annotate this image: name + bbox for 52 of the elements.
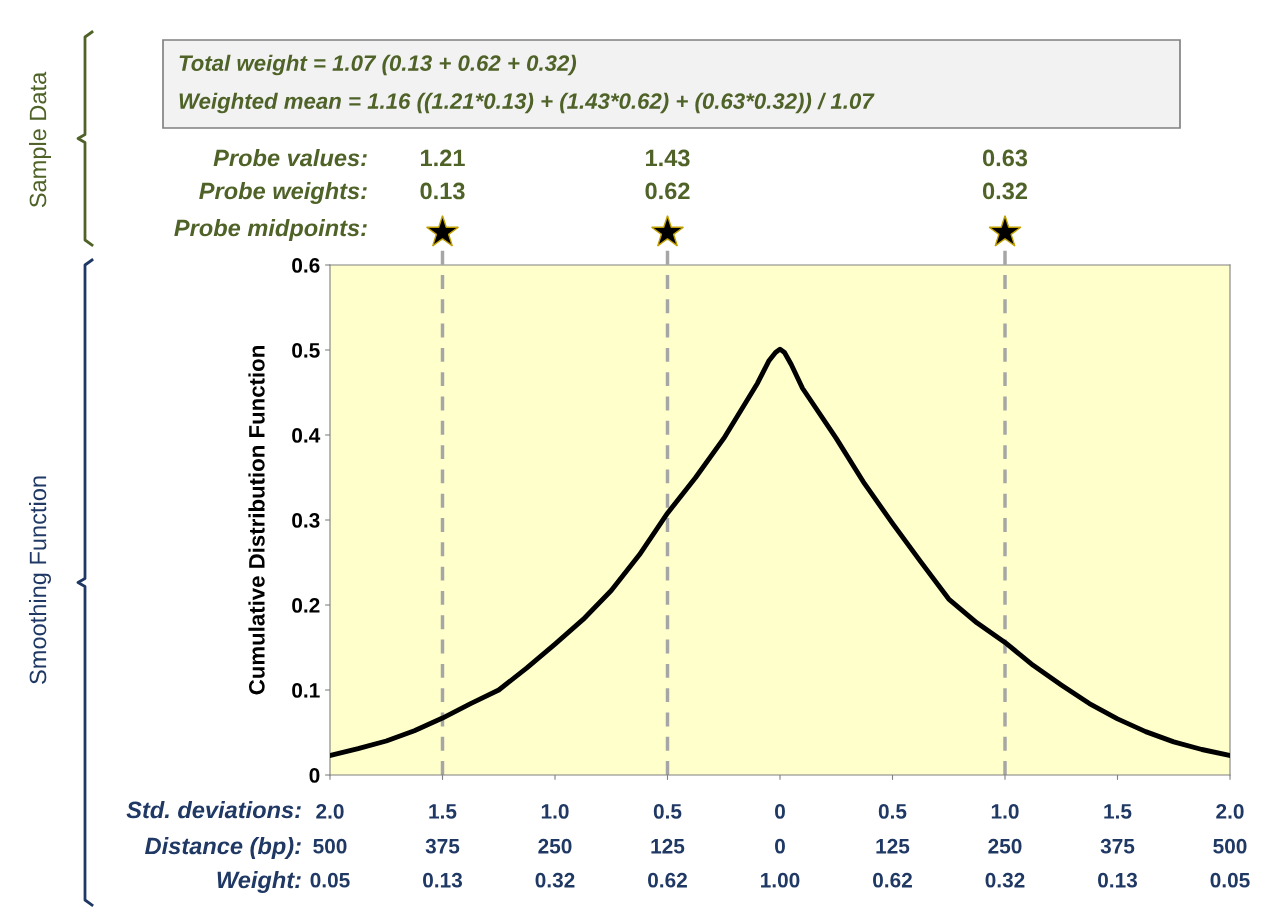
text: Weighted mean = 1.16 ((1.21*0.13) + (1.43*0.62) + (0.63*0.32)) / 1.07	[179, 92, 875, 114]
x-tick-label: 2.0	[1216, 804, 1244, 819]
x-tick-label: 1.5	[1104, 804, 1132, 819]
text: Probe midpoints:	[174, 218, 367, 241]
text: 0.05	[310, 872, 350, 888]
text: 125	[876, 838, 910, 854]
x-tick-label: 0.5	[878, 804, 907, 819]
text: 0.13	[423, 872, 463, 888]
text: 0	[775, 838, 785, 854]
text: 0.32	[982, 182, 1028, 200]
text: Std. deviations:	[126, 800, 301, 819]
text: 0.13	[420, 182, 465, 200]
text: 375	[1100, 838, 1135, 854]
text: 250	[988, 838, 1022, 854]
text: 0.63	[982, 149, 1028, 167]
text: 0.62	[648, 872, 687, 888]
text: Total weight = 1.07 (0.13 + 0.62 + 0.32)	[179, 54, 577, 76]
text: Probe values:	[213, 148, 367, 167]
text: Sample Data	[29, 71, 52, 208]
text: 0.62	[873, 872, 912, 888]
x-tick-label: 0.5	[653, 804, 682, 819]
x-tick-label: 2.0	[316, 804, 344, 819]
y-tick-label: 0.3	[292, 513, 320, 528]
text: 125	[651, 838, 685, 854]
x-tick-label: 1.0	[991, 804, 1019, 819]
text: 1.00	[761, 872, 800, 888]
y-tick-label: 0.4	[292, 428, 321, 443]
text: 0.05	[1210, 872, 1250, 888]
y-tick-label: 0.1	[292, 683, 320, 698]
line-series	[330, 346, 1230, 758]
x-tick-label: 0	[775, 804, 785, 819]
text: Probe weights:	[199, 182, 367, 204]
text: Distance (bp):	[145, 836, 301, 860]
text: 1.21	[421, 149, 465, 167]
y-tick-label: 0	[309, 768, 320, 783]
text: 375	[425, 838, 460, 854]
text: 0.62	[645, 182, 690, 200]
text: 0.32	[535, 872, 575, 888]
text: Smoothing Function	[29, 476, 52, 684]
text: 500	[313, 838, 347, 854]
text: 500	[1213, 838, 1247, 854]
y-tick-label: 0.2	[292, 598, 320, 613]
y-axis-title: Cumulative Distribution Function	[248, 346, 265, 695]
text: 1.43	[646, 149, 690, 167]
text: 250	[538, 838, 572, 854]
y-tick-label: 0.6	[292, 258, 320, 273]
x-tick-label: 1.5	[429, 804, 457, 819]
y-tick-label: 0.5	[292, 343, 320, 358]
text: 0.32	[985, 872, 1025, 888]
x-tick-label: 1.0	[541, 804, 569, 819]
text: Weight:	[217, 870, 301, 894]
text: 0.13	[1098, 872, 1138, 888]
